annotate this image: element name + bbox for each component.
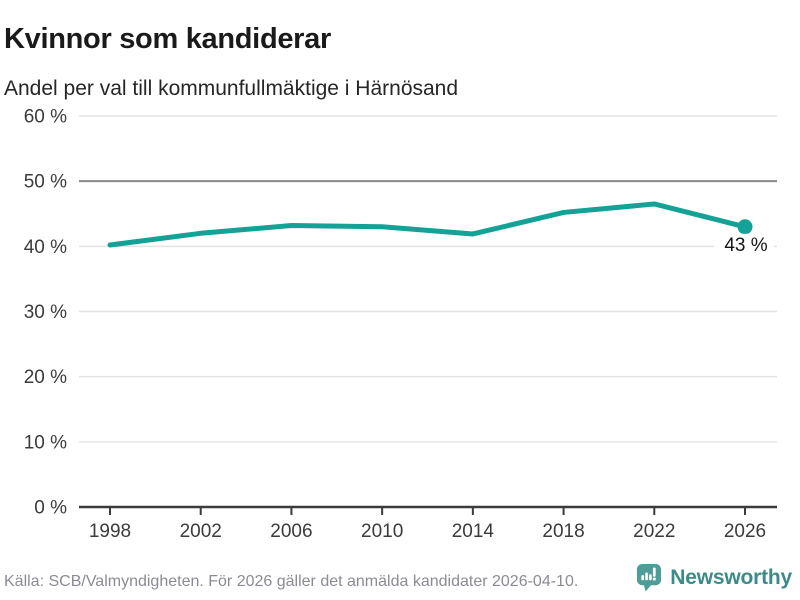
y-tick-label: 60 %: [24, 107, 67, 128]
data-line: [107, 201, 748, 248]
x-tick-label: 2018: [542, 521, 584, 542]
y-tick-label: 20 %: [24, 367, 67, 388]
x-tick-label: 2010: [361, 521, 403, 542]
end-label-background: [714, 233, 774, 257]
y-tick-label: 30 %: [24, 302, 67, 323]
y-tick-label: 0 %: [34, 498, 67, 519]
y-tick-label: 10 %: [24, 432, 67, 453]
x-tick-label: 1998: [89, 521, 131, 542]
x-tick-label: 2002: [180, 521, 222, 542]
x-tick-label: 2006: [270, 521, 312, 542]
newsworthy-brand: Newsworthy: [636, 562, 792, 593]
y-tick-label: 40 %: [24, 237, 67, 258]
y-tick-label: 50 %: [24, 172, 67, 193]
source-note: Källa: SCB/Valmyndigheten. För 2026 gäll…: [4, 573, 579, 590]
page-title: Kvinnor som kandiderar: [4, 23, 331, 56]
x-tick-label: 2014: [452, 521, 495, 542]
end-point-marker: [737, 219, 753, 235]
x-tick-label: 2022: [633, 521, 675, 542]
chart-subtitle: Andel per val till kommunfullmäktige i H…: [4, 77, 459, 101]
brand-name: Newsworthy: [670, 565, 792, 589]
end-point-label: 43 %: [724, 235, 767, 256]
newsworthy-logo-icon: [637, 564, 662, 592]
x-tick-label: 2026: [724, 521, 766, 542]
